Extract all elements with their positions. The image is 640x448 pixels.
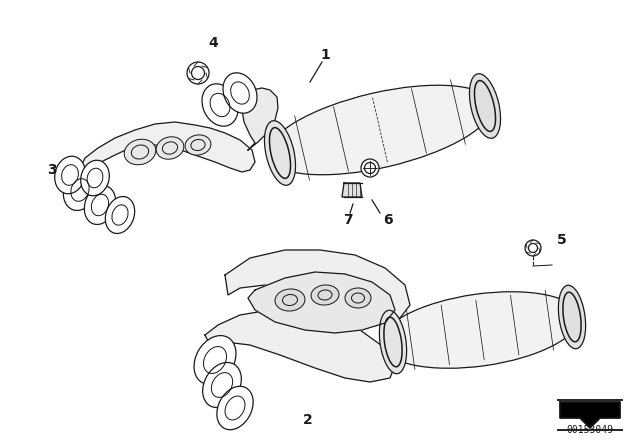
Text: 2: 2 (303, 413, 313, 427)
Ellipse shape (525, 240, 541, 256)
Ellipse shape (156, 137, 184, 159)
Ellipse shape (381, 292, 579, 368)
Polygon shape (205, 310, 395, 382)
Ellipse shape (54, 156, 85, 194)
Polygon shape (248, 272, 395, 333)
Ellipse shape (187, 62, 209, 84)
Text: 7: 7 (343, 213, 353, 227)
Polygon shape (560, 402, 620, 428)
Text: 6: 6 (383, 213, 393, 227)
Polygon shape (80, 122, 255, 180)
Polygon shape (225, 250, 410, 320)
Ellipse shape (558, 285, 586, 349)
Ellipse shape (361, 159, 379, 177)
Ellipse shape (217, 386, 253, 430)
Ellipse shape (84, 185, 116, 224)
Ellipse shape (264, 121, 296, 185)
Text: 5: 5 (557, 233, 567, 247)
Ellipse shape (124, 139, 156, 165)
Ellipse shape (194, 336, 236, 384)
Ellipse shape (345, 288, 371, 308)
Ellipse shape (202, 84, 238, 126)
Ellipse shape (311, 285, 339, 305)
Ellipse shape (275, 289, 305, 311)
Ellipse shape (81, 160, 109, 196)
Text: 3: 3 (47, 163, 57, 177)
Polygon shape (342, 183, 362, 197)
Polygon shape (242, 88, 278, 150)
Text: 00153049: 00153049 (566, 425, 614, 435)
Text: 4: 4 (208, 36, 218, 50)
Ellipse shape (185, 135, 211, 155)
Ellipse shape (380, 310, 406, 374)
Ellipse shape (63, 169, 97, 211)
Ellipse shape (223, 73, 257, 113)
Ellipse shape (106, 197, 134, 233)
Ellipse shape (203, 362, 241, 408)
Ellipse shape (268, 85, 492, 175)
Text: 1: 1 (320, 48, 330, 62)
Ellipse shape (470, 73, 500, 138)
